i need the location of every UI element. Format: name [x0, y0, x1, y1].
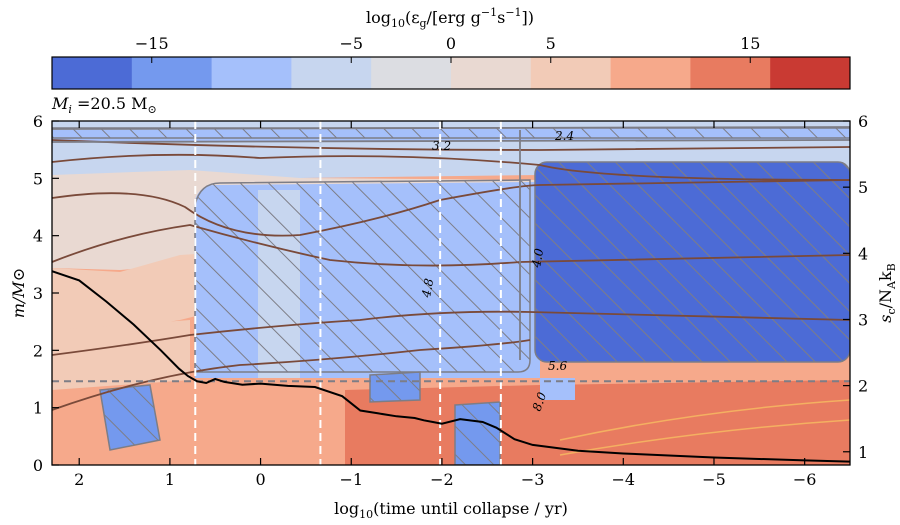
colorbar-cell — [52, 57, 133, 89]
contour-label: 3.2 — [432, 139, 451, 153]
x-axis-label: log10(time until collapse / yr) — [334, 499, 568, 521]
contour-label: 8.0 — [530, 390, 550, 413]
region-outer-core — [52, 320, 190, 390]
colorbar-tick-label: 5 — [546, 34, 556, 53]
y2-tick-label: 2 — [858, 377, 868, 396]
x-tick-label: −5 — [702, 470, 726, 489]
colorbar-tick-label: 15 — [740, 34, 760, 53]
contour-label: 5.6 — [548, 359, 567, 373]
x-tick-label: −2 — [430, 470, 454, 489]
y-tick-label: 6 — [33, 112, 43, 131]
colorbar-cell — [291, 57, 372, 89]
x-tick-label: −1 — [339, 470, 363, 489]
x-tick-label: 2 — [74, 470, 84, 489]
vertical-dashed-lines — [194, 121, 502, 465]
y-tick-label: 5 — [33, 169, 43, 188]
y2-tick-label: 4 — [858, 244, 868, 263]
colorbar-label: log10(εg/[erg g−1s−1]) — [366, 6, 534, 30]
convective-zone-core-d — [540, 378, 575, 400]
colorbar-ticks: −15 −5 0 5 15 — [135, 34, 760, 63]
inner-contours — [559, 399, 850, 456]
colorbar-cell — [371, 57, 452, 89]
x-tick-label: 0 — [255, 470, 265, 489]
colorbar-tick-label: 0 — [446, 34, 456, 53]
y-tick-label: 1 — [33, 399, 43, 418]
x-tick-label: 1 — [165, 470, 175, 489]
colorbar-tick-label: −5 — [339, 34, 363, 53]
y-tick-label: 4 — [33, 227, 43, 246]
y2-tick-label: 5 — [858, 178, 868, 197]
plot-area: 3.2 2.4 4.0 4.8 5.6 8.0 — [52, 121, 850, 465]
y-tick-label: 3 — [33, 284, 43, 303]
colorbar-cells — [52, 57, 851, 89]
entropy-contours — [52, 139, 850, 411]
y2-tick-label: 1 — [858, 443, 868, 462]
colorbar-cell — [451, 57, 532, 89]
y2-tick-label: 3 — [858, 310, 868, 329]
x-tick-label: −3 — [521, 470, 545, 489]
zone-outlines — [52, 126, 850, 360]
y2-tick-label: 6 — [858, 112, 868, 131]
colorbar-tick-label: −15 — [135, 34, 169, 53]
hatched-convection — [52, 127, 850, 465]
colorbar-cell — [690, 57, 771, 89]
contour-label: 4.0 — [529, 247, 546, 270]
colorbar-cell — [610, 57, 691, 89]
contour-label: 4.8 — [419, 277, 436, 300]
colorbar: −15 −5 0 5 15 log10(εg/[erg g−1s−1]) — [51, 6, 851, 90]
contour-label: 2.4 — [554, 129, 574, 143]
y-tick-label: 2 — [33, 341, 43, 360]
y2-axis-ticks: 1 2 3 4 5 6 — [843, 112, 868, 462]
contour-labels: 3.2 2.4 4.0 4.8 5.6 8.0 — [419, 129, 574, 413]
colorbar-cell — [211, 57, 292, 89]
y-axis-label: m/M⊙ — [9, 268, 28, 318]
y-tick-label: 0 — [33, 456, 43, 475]
colorbar-cell — [530, 57, 612, 89]
colorbar-cell — [770, 57, 851, 89]
colorbar-cell — [131, 57, 213, 89]
y2-axis-label: sc/NAkB — [876, 263, 898, 323]
x-tick-label: −6 — [793, 470, 817, 489]
x-tick-label: −4 — [611, 470, 635, 489]
x-axis-ticks: 2 1 0 −1 −2 −3 −4 −5 −6 — [74, 121, 816, 489]
panel-label: Mi =20.5 M⊙ — [51, 94, 157, 116]
central-entropy-curve — [52, 270, 850, 463]
y-axis-ticks: 0 1 2 3 4 5 6 — [33, 112, 59, 475]
